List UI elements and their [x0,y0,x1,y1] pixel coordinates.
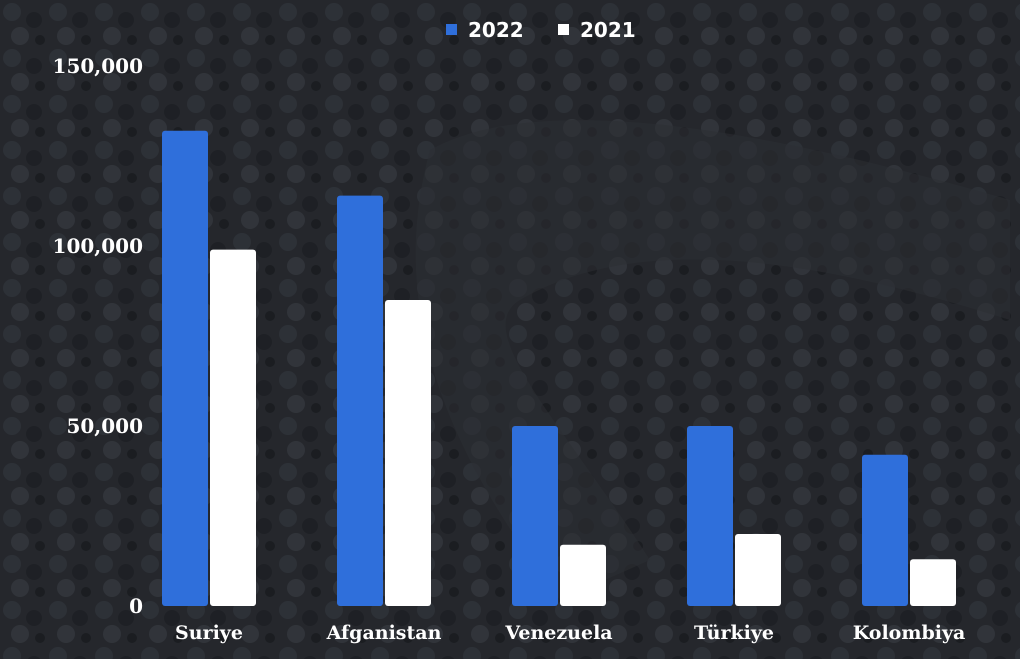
legend-swatch [558,24,569,35]
bar-venezuela-2021 [560,544,606,606]
bars [162,130,956,607]
bar-venezuela-2022 [512,426,558,606]
legend-swatch [446,24,457,35]
bar-suriye-2021 [210,249,256,606]
bar-group-kolombiya [862,454,956,606]
x-category-label: Türkiye [694,622,774,644]
x-category-label: Kolombiya [853,622,966,644]
legend-label: 2021 [580,18,636,42]
bar-kolombiya-2022 [862,454,908,606]
legend: 2022 2021 [446,18,636,42]
bar-türkiye-2022 [687,426,733,606]
y-tick-label: 0 [129,594,143,618]
x-axis: Suriye Afganistan Venezuela Türkiye Kolombiy… [175,622,965,644]
y-tick-label: 150,000 [53,54,143,78]
bar-kolombiya-2021 [910,559,956,606]
bar-group-türkiye [687,426,781,606]
bar-suriye-2022 [162,130,208,607]
x-category-label: Afganistan [326,622,442,644]
x-category-label: Venezuela [504,622,612,644]
bar-türkiye-2021 [735,534,781,606]
y-axis: 0 50,000 100,000 150,000 [53,54,143,618]
bar-afganistan-2021 [385,300,431,606]
y-tick-label: 50,000 [66,414,143,438]
bar-group-afganistan [337,195,431,606]
legend-item-2021: 2021 [558,18,636,42]
bar-afganistan-2022 [337,195,383,606]
bar-group-venezuela [512,426,606,606]
y-tick-label: 100,000 [53,234,143,258]
legend-label: 2022 [468,18,524,42]
x-category-label: Suriye [175,622,243,644]
bar-group-suriye [162,130,256,607]
legend-item-2022: 2022 [446,18,524,42]
